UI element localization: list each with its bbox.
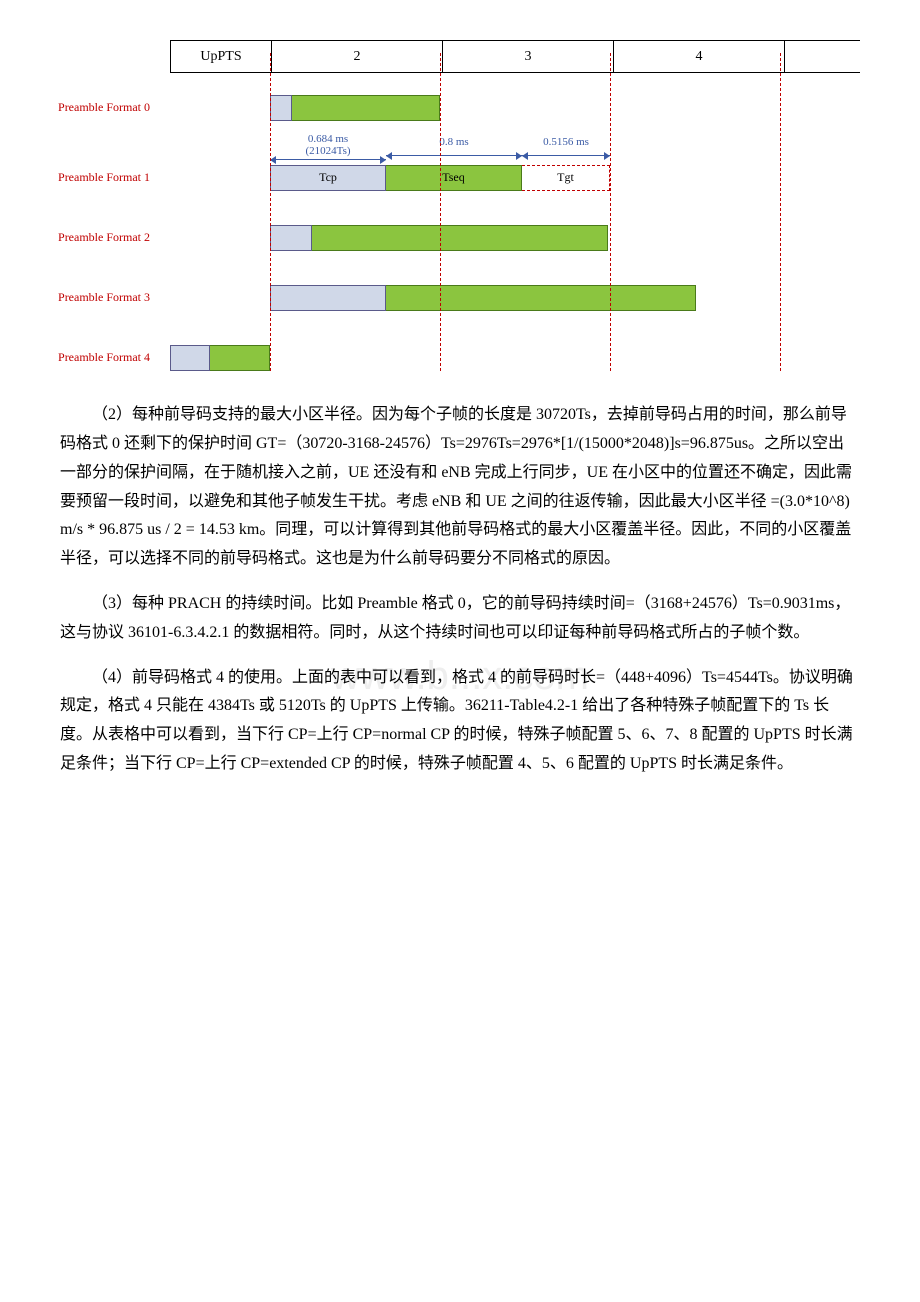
format-label: Preamble Format 3 <box>25 287 170 309</box>
header-2: 2 <box>272 41 443 72</box>
format-row: Preamble Format 10.684 ms(21024Ts)0.8 ms… <box>170 165 860 191</box>
dimension-label: 0.684 ms(21024Ts) <box>270 133 386 160</box>
dimension-group: 0.684 ms(21024Ts)0.8 ms0.5156 ms <box>270 133 610 160</box>
dimension-label: 0.8 ms <box>386 133 522 160</box>
format-label: Preamble Format 1 <box>25 167 170 189</box>
format-bars <box>270 225 608 251</box>
cp-segment <box>270 285 386 311</box>
seq-segment <box>210 345 270 371</box>
format-row: Preamble Format 3 <box>170 285 860 311</box>
diagram-header-row: UpPTS 2 3 4 <box>170 40 860 73</box>
paragraph-2: （2）每种前导码支持的最大小区半径。因为每个子帧的长度是 30720Ts，去掉前… <box>60 401 860 574</box>
format-bars: 0.684 ms(21024Ts)0.8 ms0.5156 msTcpTseqT… <box>270 165 610 191</box>
cp-segment <box>170 345 210 371</box>
cp-segment <box>270 225 312 251</box>
diagram-rows: Preamble Format 0 Preamble Format 10.684 … <box>170 95 860 371</box>
cp-segment <box>270 95 292 121</box>
paragraph-4: （4）前导码格式 4 的使用。上面的表中可以看到，格式 4 的前导码时长=（44… <box>60 664 860 779</box>
format-row: Preamble Format 0 <box>170 95 860 121</box>
format-row: Preamble Format 2 <box>170 225 860 251</box>
gt-segment: Tgt <box>522 165 610 191</box>
seq-segment <box>312 225 608 251</box>
seq-segment <box>386 285 696 311</box>
header-uppts: UpPTS <box>170 41 272 72</box>
seq-segment: Tseq <box>386 165 522 191</box>
preamble-format-diagram: UpPTS 2 3 4 Preamble Format 0Preamble Fo… <box>170 40 860 371</box>
dimension-label: 0.5156 ms <box>522 133 610 160</box>
format-bars <box>270 95 440 121</box>
paragraph-3: （3）每种 PRACH 的持续时间。比如 Preamble 格式 0，它的前导码… <box>60 590 860 648</box>
header-4: 4 <box>614 41 785 72</box>
header-3: 3 <box>443 41 614 72</box>
format-row: Preamble Format 4 <box>170 345 860 371</box>
seq-segment <box>292 95 440 121</box>
format-label: Preamble Format 0 <box>25 97 170 119</box>
format-bars <box>170 345 270 371</box>
cp-segment: Tcp <box>270 165 386 191</box>
format-label: Preamble Format 4 <box>25 347 170 369</box>
format-bars <box>270 285 696 311</box>
format-label: Preamble Format 2 <box>25 227 170 249</box>
